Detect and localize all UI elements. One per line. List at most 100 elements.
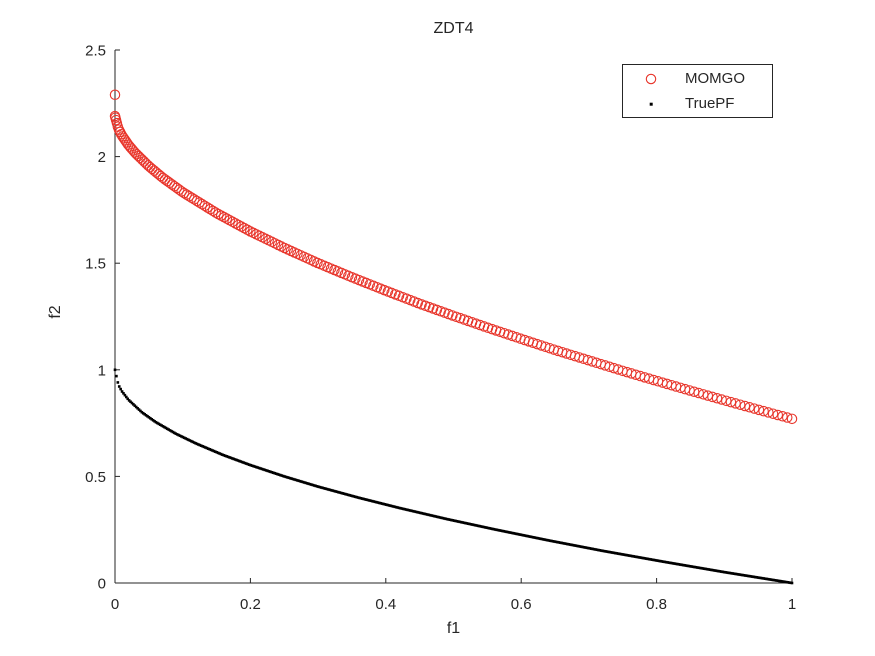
data-point bbox=[655, 559, 658, 562]
data-point bbox=[199, 444, 203, 447]
data-point bbox=[540, 537, 544, 541]
data-point bbox=[274, 472, 278, 475]
data-point bbox=[160, 424, 163, 427]
data-point bbox=[250, 464, 254, 467]
data-point bbox=[246, 462, 250, 466]
data-point bbox=[623, 553, 627, 557]
data-point bbox=[426, 513, 429, 516]
x-tick-label: 1 bbox=[788, 596, 796, 613]
data-point bbox=[342, 492, 346, 495]
data-point bbox=[489, 527, 493, 530]
data-point bbox=[499, 529, 503, 532]
data-point bbox=[129, 400, 132, 404]
data-point bbox=[239, 460, 243, 463]
data-point bbox=[379, 501, 383, 505]
data-point bbox=[752, 575, 756, 579]
data-point bbox=[777, 411, 788, 422]
legend-entry-momgo: MOMGO bbox=[623, 66, 772, 91]
data-point bbox=[444, 517, 448, 521]
y-tick-label: 2.5 bbox=[85, 43, 106, 60]
data-point bbox=[208, 447, 211, 451]
data-point bbox=[266, 469, 269, 473]
data-point bbox=[369, 499, 373, 503]
data-point bbox=[503, 530, 507, 533]
data-point bbox=[502, 529, 505, 533]
data-point bbox=[138, 156, 150, 167]
data-point bbox=[751, 575, 754, 578]
data-point bbox=[113, 368, 117, 372]
data-point bbox=[132, 403, 135, 406]
data-point bbox=[329, 488, 333, 492]
data-point bbox=[640, 556, 644, 560]
data-point bbox=[116, 381, 120, 384]
data-point bbox=[715, 569, 719, 573]
data-point bbox=[772, 578, 775, 582]
data-point bbox=[568, 543, 572, 546]
data-point bbox=[191, 440, 195, 444]
data-point bbox=[680, 563, 684, 567]
data-point bbox=[708, 568, 712, 571]
data-point bbox=[317, 485, 320, 489]
y-tick-label: 0.5 bbox=[85, 469, 106, 486]
data-point bbox=[223, 454, 227, 458]
data-point bbox=[758, 576, 761, 580]
data-point bbox=[557, 541, 561, 544]
data-point bbox=[140, 410, 144, 414]
data-point bbox=[683, 564, 686, 567]
data-point bbox=[383, 503, 387, 506]
data-point bbox=[211, 449, 214, 452]
legend: MOMGO TruePF bbox=[622, 64, 773, 118]
data-point bbox=[758, 405, 769, 417]
data-point bbox=[779, 579, 782, 583]
data-point bbox=[297, 479, 301, 483]
data-point bbox=[433, 514, 436, 518]
data-point bbox=[722, 570, 726, 574]
data-point bbox=[753, 575, 757, 579]
data-point bbox=[279, 473, 282, 477]
data-point bbox=[690, 565, 693, 568]
data-point bbox=[570, 543, 573, 547]
data-point bbox=[554, 540, 558, 544]
data-point bbox=[462, 521, 466, 525]
truepf-series bbox=[113, 368, 794, 585]
data-point bbox=[763, 577, 767, 580]
data-point bbox=[178, 187, 190, 199]
data-point bbox=[749, 575, 753, 578]
data-point bbox=[704, 567, 708, 571]
data-point bbox=[785, 580, 788, 584]
data-point bbox=[633, 555, 637, 558]
data-point bbox=[592, 547, 596, 551]
data-point bbox=[351, 494, 354, 498]
data-point bbox=[196, 198, 208, 210]
data-point bbox=[621, 553, 624, 556]
data-point bbox=[165, 427, 169, 431]
data-point bbox=[530, 535, 534, 539]
data-point bbox=[614, 551, 617, 555]
data-point bbox=[714, 569, 717, 572]
data-point bbox=[773, 578, 777, 582]
data-point bbox=[390, 504, 394, 508]
data-point bbox=[469, 523, 473, 526]
data-point bbox=[296, 479, 299, 482]
data-point bbox=[184, 437, 187, 440]
data-point bbox=[664, 560, 668, 564]
dot-icon bbox=[643, 96, 659, 112]
data-point bbox=[133, 150, 144, 162]
data-point bbox=[533, 536, 537, 539]
data-point bbox=[385, 503, 388, 506]
data-point bbox=[300, 480, 303, 483]
data-point bbox=[676, 562, 679, 566]
data-point bbox=[697, 566, 701, 570]
data-point bbox=[597, 548, 600, 552]
data-point bbox=[577, 544, 580, 548]
data-point bbox=[527, 535, 531, 538]
data-point bbox=[270, 470, 274, 474]
data-point bbox=[127, 145, 139, 156]
y-tick-label: 1 bbox=[98, 362, 106, 379]
data-point bbox=[318, 485, 322, 489]
data-point bbox=[666, 561, 669, 564]
data-point bbox=[181, 189, 192, 200]
data-point bbox=[255, 465, 258, 469]
data-point bbox=[718, 570, 722, 573]
